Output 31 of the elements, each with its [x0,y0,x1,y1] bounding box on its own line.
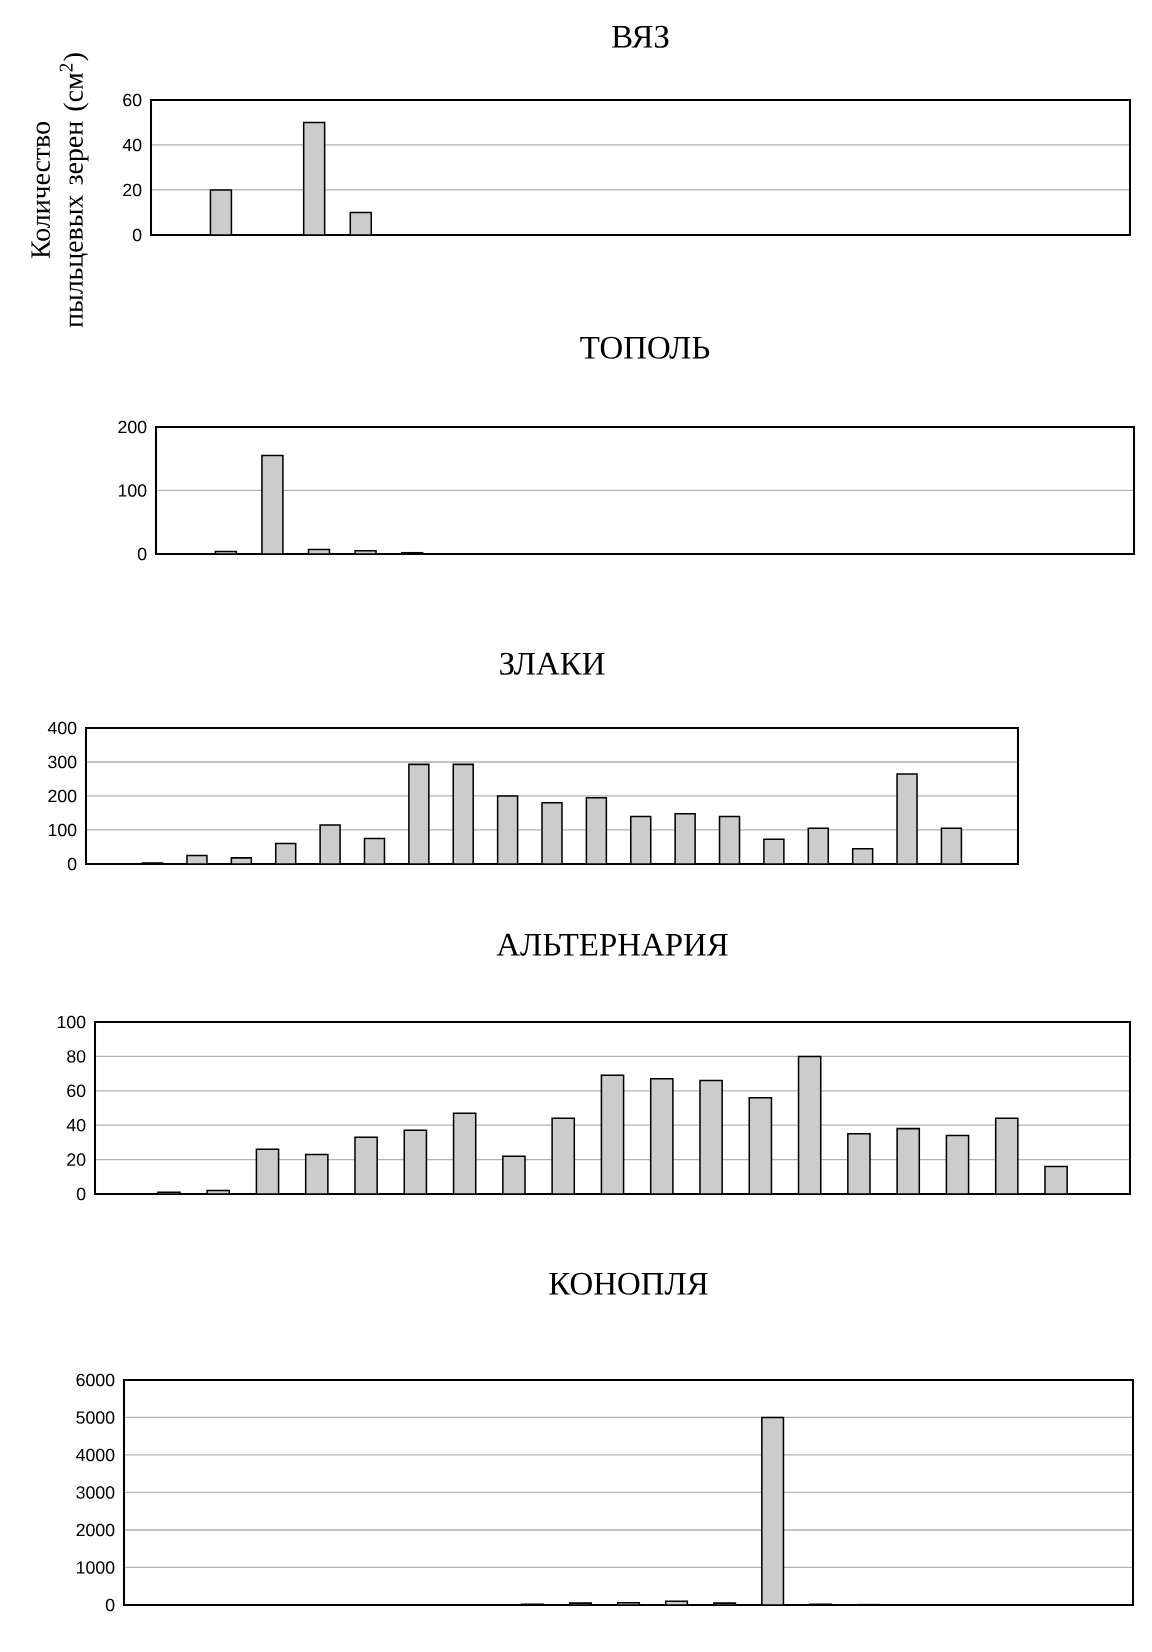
y-tick-label: 400 [47,721,77,735]
y-tick-label: 100 [118,484,147,497]
y-tick-label: 2000 [76,1523,115,1537]
y-tick-label: 60 [123,93,142,107]
y-tick-label: 0 [105,1598,115,1612]
y-axis-title: Количество пыльцевых зерен (см$^{2}$) [31,53,89,328]
y-tick-label: 60 [67,1084,86,1098]
y-tick-label: 1000 [77,1561,115,1574]
y-tick-label: 200 [118,420,147,434]
chart-title: АЛЬТЕРНАРИЯ [496,933,728,956]
chart-title: ЗЛАКИ [500,652,605,675]
y-tick-label: 20 [123,183,142,197]
y-tick-label: 0 [137,547,147,561]
y-tick-label: 300 [48,755,77,769]
y-tick-label: 40 [122,138,142,152]
y-tick-label: 4000 [76,1448,115,1462]
y-tick-label: 200 [48,789,77,803]
y-tick-label: 5000 [76,1411,115,1424]
y-tick-label: 3000 [76,1486,115,1499]
y-tick-label: 0 [76,1187,86,1201]
chart-title: ТОПОЛЬ [580,336,710,359]
chart-title: ВЯЗ [612,25,669,48]
y-tick-label: 20 [67,1153,86,1166]
y-tick-label: 0 [67,857,77,871]
y-tick-label: 100 [57,1015,86,1029]
y-tick-label: 40 [66,1118,86,1132]
y-tick-label: 6000 [76,1373,115,1387]
y-tick-label: 100 [48,823,77,837]
y-tick-label: 80 [67,1050,86,1063]
y-tick-label: 0 [132,228,142,242]
chart-title: КОНОПЛЯ [549,1272,708,1295]
